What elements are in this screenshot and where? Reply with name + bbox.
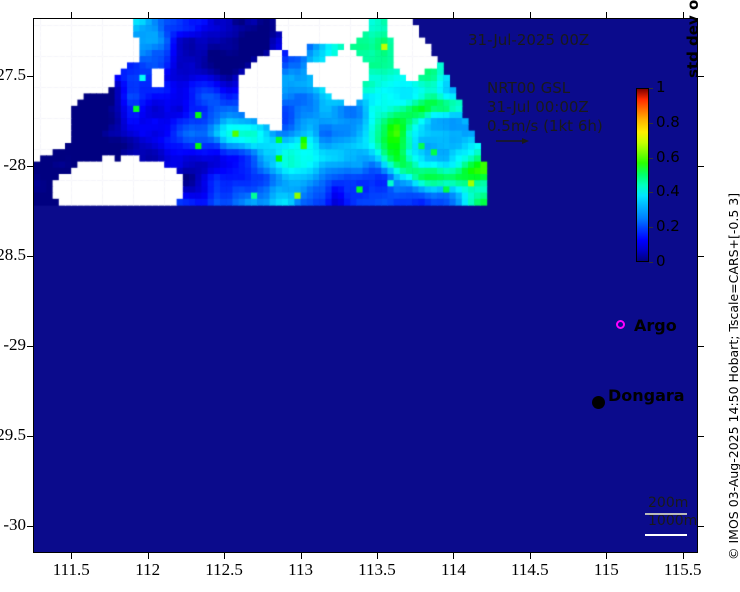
x-axis-tick: [300, 12, 302, 18]
y-axis-tick: [27, 75, 33, 77]
x-axis-tick: [453, 553, 455, 559]
x-axis-tick-label: 115: [593, 560, 619, 579]
colorbar-tick: [649, 157, 653, 159]
x-axis-tick: [147, 12, 149, 18]
colorbar-tick: [649, 88, 653, 89]
dongara-label: Dongara: [608, 386, 685, 405]
depth-1000m-label: 1000m: [648, 513, 698, 529]
y-axis-tick: [698, 165, 704, 167]
x-axis-tick-label: 112: [135, 560, 161, 579]
x-axis-tick-label: 113: [288, 560, 313, 579]
y-axis-tick: [27, 525, 33, 527]
y-axis-tick: [698, 435, 704, 437]
colorbar-gradient: [636, 88, 649, 262]
depth-200m-label: 200m: [648, 495, 689, 511]
argo-label: Argo: [634, 316, 677, 335]
x-axis-tick: [224, 12, 226, 18]
colorbar-tick-label: 1: [656, 78, 666, 96]
x-axis-tick: [453, 12, 455, 18]
depth-200m-line-sample: [645, 513, 687, 515]
colorbar-tick: [649, 227, 653, 229]
y-axis-tick-label: -29: [3, 334, 26, 354]
colorbar-tick: [649, 192, 653, 194]
model-time-label: 31-Jul 00:00Z: [487, 98, 589, 116]
colorbar-title: std dev of 4hr SST comp: [684, 0, 702, 78]
colorbar-tick: [649, 262, 653, 263]
x-axis-tick: [682, 553, 684, 559]
y-axis-tick-label: -28.5: [0, 244, 26, 264]
x-axis-tick-label: 113.5: [358, 560, 396, 579]
y-axis-tick-label: -27.5: [0, 64, 26, 84]
y-axis-tick-label: -30: [3, 514, 26, 534]
x-axis-tick: [147, 553, 149, 559]
colorbar-tick-label: 0.8: [656, 112, 680, 131]
credit-text: © IMOS 03-Aug-2025 14:50 Hobart; Tscale=…: [726, 192, 740, 560]
y-axis-tick: [698, 255, 704, 257]
dongara-town-marker[interactable]: [592, 396, 605, 409]
land-mask-overlay: [34, 19, 697, 552]
x-axis-tick: [71, 12, 73, 18]
x-axis-tick: [376, 553, 378, 559]
x-axis-tick: [682, 12, 684, 18]
depth-1000m-line-sample: [645, 534, 687, 536]
colorbar: [636, 88, 649, 262]
y-axis-tick: [27, 345, 33, 347]
vector-scale-arrow-icon: [496, 138, 529, 144]
x-axis-tick-label: 111.5: [52, 560, 90, 579]
colorbar-tick-label: 0.6: [656, 147, 680, 166]
model-info-block: NRT00 GSL 31-Jul 00:00Z 0.5m/s (1kt 6h): [487, 79, 603, 136]
y-axis-tick: [27, 165, 33, 167]
x-axis-tick-label: 115.5: [663, 560, 702, 579]
x-axis-tick: [376, 12, 378, 18]
colorbar-tick-label: 0.4: [656, 182, 680, 201]
x-axis-tick: [71, 553, 73, 559]
x-axis-tick: [300, 553, 302, 559]
depth-contour-legend: 200m 1000m: [648, 494, 697, 530]
x-axis-tick-label: 112.5: [205, 560, 243, 579]
y-axis-tick-label: -28: [3, 154, 26, 174]
vector-scale-label: 0.5m/s (1kt 6h): [487, 117, 603, 135]
y-axis-tick: [27, 435, 33, 437]
x-axis-tick: [606, 553, 608, 559]
x-axis-tick: [606, 12, 608, 18]
y-axis-tick: [698, 345, 704, 347]
x-axis-tick: [224, 553, 226, 559]
map-plot-area[interactable]: [33, 18, 698, 553]
colorbar-tick: [649, 122, 653, 124]
date-stamp-label: 31-Jul-2025 00Z: [468, 31, 590, 49]
y-axis-tick: [698, 525, 704, 527]
x-axis-tick: [529, 553, 531, 559]
colorbar-tick-label: 0.2: [656, 217, 680, 236]
model-name-label: NRT00 GSL: [487, 79, 571, 97]
x-axis-tick-label: 114: [440, 560, 466, 579]
y-axis-tick: [27, 255, 33, 257]
x-axis-tick: [529, 12, 531, 18]
y-axis-tick-label: -29.5: [0, 424, 26, 444]
colorbar-tick-label: 0: [656, 252, 666, 270]
argo-float-marker[interactable]: [616, 320, 625, 329]
y-axis-tick: [698, 75, 704, 77]
x-axis-tick-label: 114.5: [511, 560, 549, 579]
